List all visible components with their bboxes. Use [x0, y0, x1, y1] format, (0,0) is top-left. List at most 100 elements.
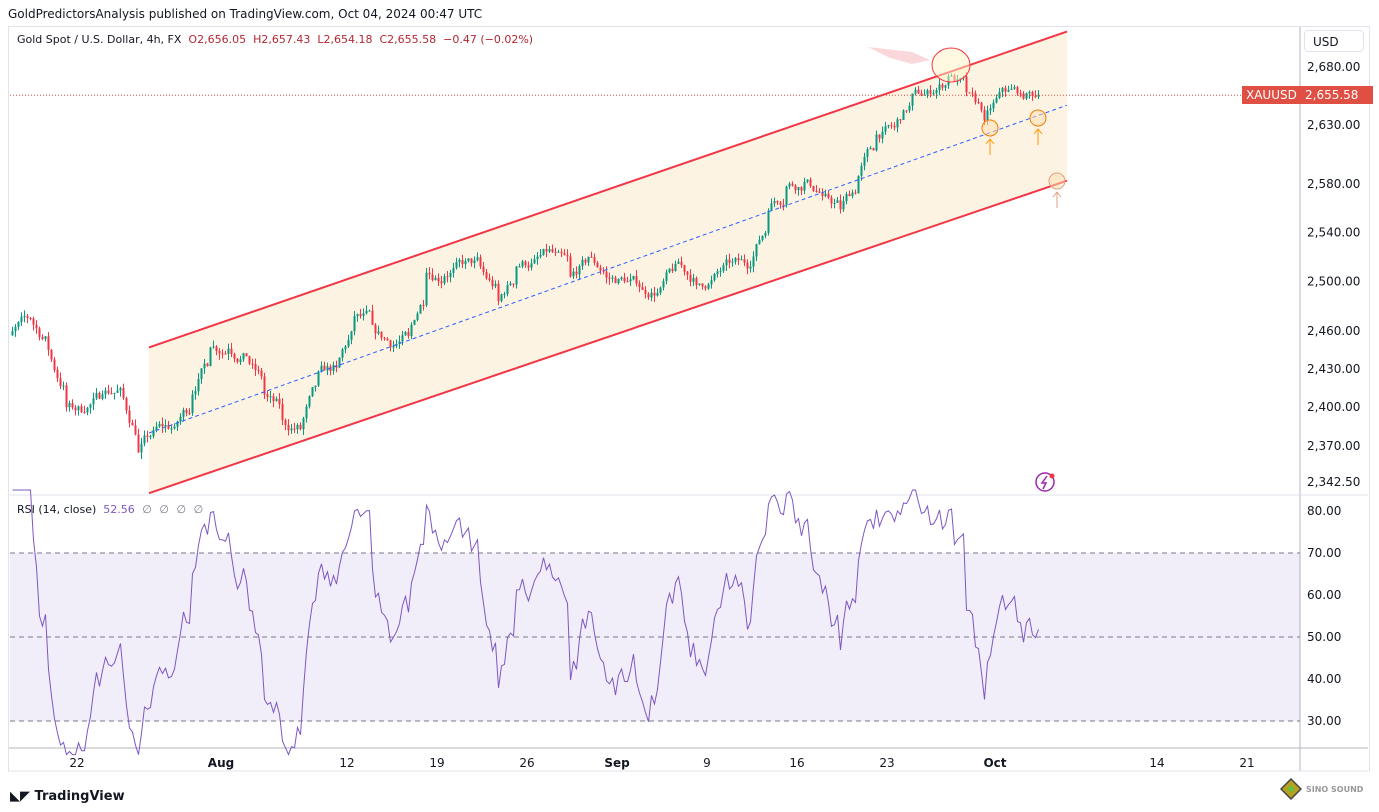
candle-body — [368, 310, 371, 312]
candle-body — [731, 261, 734, 263]
candle-body — [383, 337, 386, 339]
candle-body — [14, 326, 17, 332]
candle-body — [470, 258, 473, 264]
candle-body — [869, 148, 872, 150]
brand-name: TradingView — [34, 789, 125, 804]
candle-body — [539, 254, 542, 257]
candle-body — [203, 363, 206, 369]
candle-body — [563, 253, 566, 256]
channel-lower-line — [148, 179, 1068, 495]
candle-body — [239, 359, 242, 362]
candle-body — [590, 256, 593, 258]
candle-body — [677, 261, 680, 264]
candle-body — [764, 232, 767, 236]
candle-body — [707, 284, 710, 289]
time-tick-label: 21 — [1239, 756, 1254, 770]
rsi-empty-4: ∅ — [193, 503, 204, 516]
tradingview-logo[interactable]: ◣◤ TradingView — [10, 789, 125, 804]
time-tick-label: 19 — [429, 756, 444, 770]
candle-body — [770, 203, 773, 211]
candle-body — [233, 353, 236, 359]
time-tick-label: 23 — [879, 756, 894, 770]
candle-body — [743, 259, 746, 263]
arrow-annotation — [868, 47, 930, 64]
candle-body — [560, 251, 563, 254]
candle-body — [767, 210, 770, 233]
candle-body — [155, 426, 158, 431]
candle-body — [407, 332, 410, 337]
candle-body — [818, 191, 821, 193]
candle-body — [668, 268, 671, 273]
candle-body — [422, 305, 425, 307]
candle-body — [350, 331, 353, 340]
candle-body — [704, 286, 707, 289]
candle-body — [524, 261, 527, 266]
candle-body — [938, 84, 941, 91]
candle-body — [182, 409, 185, 417]
candle-body — [665, 272, 668, 281]
candle-body — [161, 423, 164, 427]
candle-body — [584, 259, 587, 263]
candle-body — [419, 305, 422, 314]
time-tick-label: Aug — [208, 756, 234, 770]
candle-body — [923, 94, 926, 96]
candle-body — [473, 260, 476, 264]
candle-body — [650, 292, 653, 298]
candle-body — [782, 204, 785, 206]
candle-body — [305, 406, 308, 419]
chart-frame — [8, 26, 1370, 772]
candle-body — [80, 406, 83, 413]
candle-body — [716, 271, 719, 274]
rsi-tick-label: 30.00 — [1307, 714, 1341, 728]
up-arrow-icon — [1052, 191, 1062, 208]
lightning-bolt — [1040, 475, 1048, 490]
candle-body — [257, 369, 260, 371]
candle-body — [413, 320, 416, 325]
candle-body — [416, 313, 419, 321]
candle-body — [11, 331, 14, 336]
candle-body — [785, 186, 788, 206]
candle-body — [263, 376, 266, 395]
candle-body — [266, 394, 269, 397]
candle-body — [17, 322, 20, 327]
currency-button[interactable]: USD — [1304, 30, 1364, 52]
price-tick-label: 2,430.00 — [1307, 362, 1360, 376]
candle-body — [566, 255, 569, 257]
candle-body — [371, 310, 374, 325]
candle-body — [998, 92, 1001, 98]
high-value: H2,657.43 — [253, 33, 311, 46]
candle-body — [749, 266, 752, 269]
candle-body — [164, 425, 167, 427]
candle-body — [794, 185, 797, 191]
candle-body — [527, 265, 530, 268]
candle-body — [377, 331, 380, 334]
candle-body — [674, 263, 677, 271]
candle-body — [797, 187, 800, 191]
rsi-empty-1: ∅ — [142, 503, 152, 516]
publish-info: GoldPredictorsAnalysis published on Trad… — [8, 7, 483, 21]
candle-body — [542, 248, 545, 255]
support-circle-annotation — [1029, 109, 1047, 127]
sino-sound-watermark: SINO SOUND — [1280, 778, 1363, 800]
candle-body — [299, 424, 302, 430]
candle-body — [137, 434, 140, 453]
candle-body — [443, 276, 446, 284]
candle-body — [455, 262, 458, 268]
candle-body — [425, 272, 428, 306]
candle-body — [38, 328, 41, 337]
candle-body — [296, 424, 299, 430]
candle-body — [317, 371, 320, 386]
close-value: C2,655.58 — [379, 33, 437, 46]
candle-body — [1034, 95, 1037, 97]
candle-body — [461, 260, 464, 265]
candle-body — [26, 316, 29, 318]
candle-body — [302, 418, 305, 430]
candle-body — [1025, 93, 1028, 99]
candle-body — [140, 443, 143, 453]
candle-body — [641, 287, 644, 290]
candle-body — [836, 200, 839, 203]
candle-body — [428, 272, 431, 275]
candle-body — [56, 369, 59, 379]
candle-body — [35, 324, 38, 329]
